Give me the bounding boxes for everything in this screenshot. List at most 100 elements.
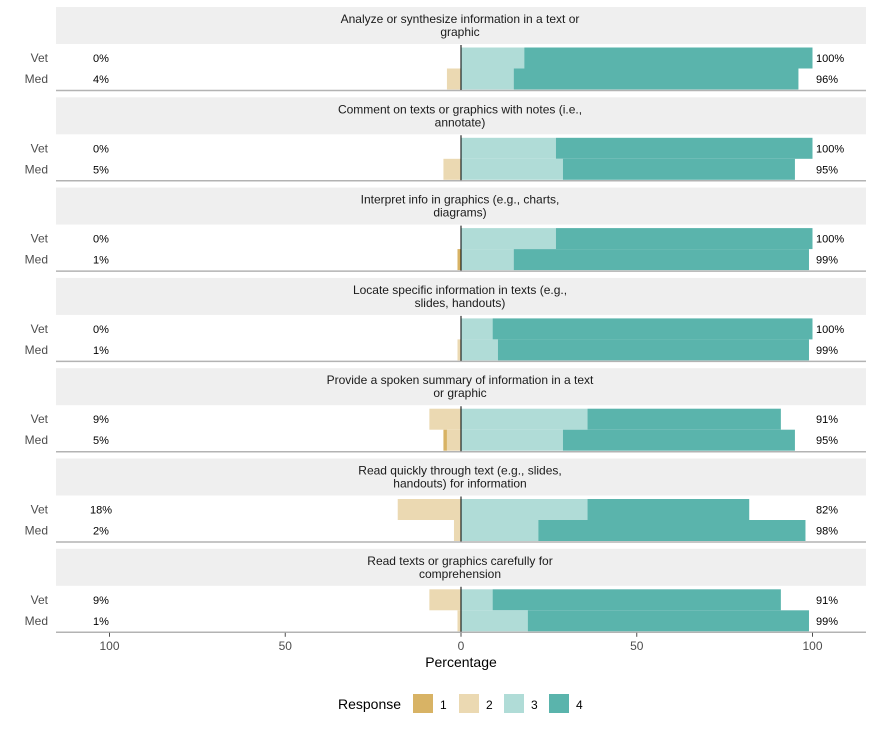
bar-segment-response-1 [443, 429, 447, 451]
x-axis-title: Percentage [425, 654, 497, 670]
left-percent-label: 0% [93, 143, 109, 155]
right-percent-label: 99% [816, 255, 838, 267]
left-percent-label: 1% [93, 255, 109, 267]
panel-title-line: Analyze or synthesize information in a t… [341, 12, 580, 26]
bar-segment-response-3 [461, 499, 588, 520]
right-percent-label: 100% [816, 234, 844, 246]
right-percent-label: 91% [816, 595, 838, 607]
panel-strip [56, 187, 866, 225]
bar-segment-response-3 [461, 47, 525, 69]
bar-segment-response-3 [461, 249, 514, 271]
panel-strip [56, 277, 866, 315]
left-percent-label: 0% [93, 324, 109, 336]
panel-title-line: or graphic [433, 386, 486, 400]
legend-label: 1 [440, 698, 447, 712]
left-percent-label: 5% [93, 435, 109, 447]
bar-segment-response-4 [562, 158, 795, 180]
x-tick-label: 50 [630, 639, 644, 653]
row-group-label: Med [25, 72, 48, 86]
bar-segment-response-2 [443, 158, 461, 180]
bar-segment-response-3 [461, 408, 588, 430]
right-percent-label: 100% [816, 143, 844, 155]
bar-segment-response-2 [429, 408, 461, 430]
bar-segment-response-3 [461, 610, 528, 632]
row-group-label: Med [25, 253, 48, 267]
bar-segment-response-2 [397, 499, 461, 520]
left-percent-label: 1% [93, 345, 109, 357]
row-group-label: Med [25, 343, 48, 357]
panel-title-line: slides, handouts) [415, 296, 506, 310]
panel-title-line: Interpret info in graphics (e.g., charts… [361, 193, 560, 207]
panel-title-line: Comment on texts or graphics with notes … [338, 102, 582, 116]
left-percent-label: 4% [93, 74, 109, 86]
panel-title-line: Read texts or graphics carefully for [367, 554, 552, 568]
bar-segment-response-4 [497, 339, 809, 361]
bar-segment-response-3 [461, 339, 498, 361]
bar-segment-response-2 [429, 589, 461, 611]
row-group-label: Med [25, 524, 48, 538]
panel-title-line: Locate specific information in texts (e.… [353, 283, 567, 297]
row-group-label: Vet [31, 412, 49, 426]
legend-key-response-4 [549, 694, 569, 713]
bar-segment-response-4 [513, 249, 809, 271]
panel-strip [56, 97, 866, 135]
left-percent-label: 1% [93, 616, 109, 628]
row-group-label: Med [25, 433, 48, 447]
right-percent-label: 96% [816, 74, 838, 86]
panel-strip [56, 458, 866, 496]
panel-strip [56, 368, 866, 406]
bar-segment-response-1 [457, 249, 461, 271]
bar-segment-response-4 [527, 610, 809, 632]
right-percent-label: 95% [816, 164, 838, 176]
x-tick-label: 0 [458, 639, 465, 653]
right-percent-label: 91% [816, 414, 838, 426]
panel-title-line: diagrams) [433, 206, 486, 220]
bar-segment-response-4 [492, 589, 781, 611]
bar-segment-response-3 [461, 228, 556, 250]
panel-title-line: annotate) [435, 115, 486, 129]
x-tick-label: 100 [802, 639, 822, 653]
bar-segment-response-3 [461, 158, 563, 180]
left-percent-label: 2% [93, 526, 109, 538]
x-tick-label: 100 [99, 639, 119, 653]
bar-segment-response-3 [461, 68, 514, 90]
left-percent-label: 9% [93, 595, 109, 607]
row-group-label: Vet [31, 141, 49, 155]
legend-key-response-2 [459, 694, 479, 713]
bar-segment-response-4 [587, 499, 750, 520]
row-group-label: Vet [31, 232, 49, 246]
panel-title-line: Provide a spoken summary of information … [327, 373, 594, 387]
right-percent-label: 100% [816, 53, 844, 65]
bar-segment-response-3 [461, 589, 493, 611]
left-percent-label: 0% [93, 234, 109, 246]
panel-title-line: graphic [440, 25, 479, 39]
row-group-label: Med [25, 614, 48, 628]
bar-segment-response-4 [555, 228, 813, 250]
row-group-label: Vet [31, 51, 49, 65]
panel-strip [56, 548, 866, 586]
bar-segment-response-3 [461, 137, 556, 159]
left-percent-label: 18% [90, 505, 112, 517]
right-percent-label: 100% [816, 324, 844, 336]
legend-title: Response [338, 696, 401, 712]
legend-label: 2 [486, 698, 493, 712]
bar-segment-response-3 [461, 318, 493, 340]
bar-segment-response-2 [457, 610, 461, 632]
right-percent-label: 95% [816, 435, 838, 447]
row-group-label: Vet [31, 503, 49, 517]
bar-segment-response-4 [555, 137, 813, 159]
row-group-label: Vet [31, 322, 49, 336]
legend-key-response-3 [504, 694, 524, 713]
bar-segment-response-4 [492, 318, 813, 340]
row-group-label: Vet [31, 593, 49, 607]
bar-segment-response-2 [457, 339, 461, 361]
panel-title-line: Read quickly through text (e.g., slides, [358, 464, 561, 478]
legend-key-response-1 [413, 694, 433, 713]
bar-segment-response-4 [538, 520, 806, 541]
left-percent-label: 0% [93, 53, 109, 65]
bar-segment-response-4 [513, 68, 799, 90]
bar-segment-response-2 [453, 520, 461, 541]
right-percent-label: 99% [816, 616, 838, 628]
bar-segment-response-4 [562, 429, 795, 451]
panel-title-line: handouts) for information [393, 477, 526, 491]
